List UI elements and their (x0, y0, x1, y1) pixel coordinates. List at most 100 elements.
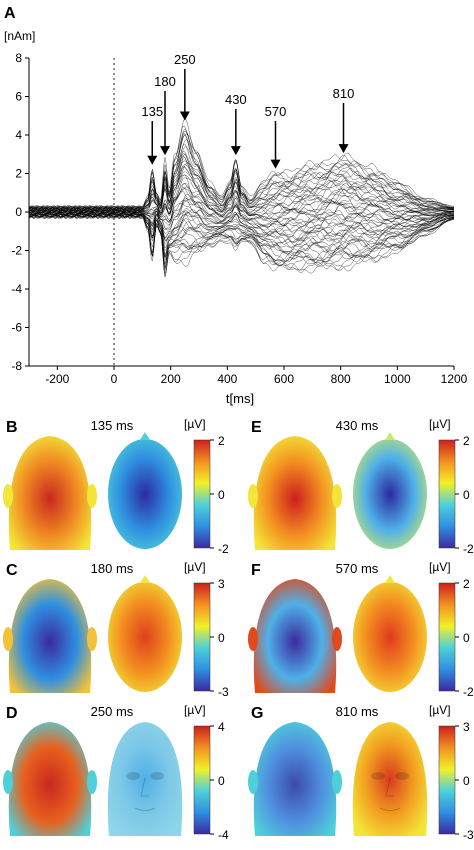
colorbar-tick-label: 0 (218, 631, 225, 645)
x-tick-label: 1200 (441, 372, 468, 386)
trace-line (29, 174, 454, 218)
colorbar-tick-label: 0 (463, 774, 470, 788)
head-top-view (353, 439, 427, 549)
topography-panel: D 250 ms [µV] 4 0 -4 (3, 703, 229, 842)
peak-arrowhead (147, 155, 158, 165)
topography-panel: G 810 ms [µV] 3 0 -3 (248, 703, 474, 842)
panel-letter: G (251, 705, 263, 722)
colorbar-tick-label: 2 (218, 434, 225, 448)
x-tick-label: 1000 (384, 372, 411, 386)
trace-line (29, 133, 454, 210)
colorbar-tick-label: -4 (218, 828, 229, 842)
head-back-view (8, 436, 92, 550)
colorbar (193, 439, 211, 549)
trace-line (29, 118, 454, 209)
ear-right (87, 484, 97, 508)
trace-line (29, 125, 454, 209)
trace-line (29, 160, 454, 211)
colorbar (193, 582, 211, 692)
peak-label: 810 (333, 86, 355, 101)
trace-line (29, 166, 454, 211)
head-back-view (253, 579, 337, 693)
panel-time-label: 570 ms (336, 561, 379, 576)
peak-arrowhead (270, 159, 281, 169)
ear-left (3, 770, 13, 794)
x-tick-label: 0 (111, 372, 118, 386)
topography-panel: C 180 ms [µV] 3 0 -3 (3, 560, 229, 699)
ear-right (332, 770, 342, 794)
ear-left (248, 627, 258, 651)
nose-icon (140, 575, 150, 583)
eye-right (395, 772, 409, 780)
head-back-view (8, 579, 92, 693)
y-tick-label: 0 (15, 205, 22, 219)
x-tick-label: 400 (217, 372, 237, 386)
colorbar-tick-label: 4 (218, 720, 225, 734)
y-tick-label: 4 (15, 128, 22, 142)
y-tick-label: -2 (11, 244, 22, 258)
panel-time-label: 430 ms (336, 418, 379, 433)
colorbar (438, 582, 456, 692)
head-top-view (108, 582, 182, 692)
head-top-view (353, 582, 427, 692)
trace-line (29, 213, 454, 258)
ear-left (3, 627, 13, 651)
head-front-view (107, 722, 183, 836)
trace-line (29, 215, 454, 274)
panel-time-label: 135 ms (91, 418, 134, 433)
head-front-view (352, 722, 428, 836)
nose-icon (385, 777, 394, 797)
peak-label: 570 (265, 104, 287, 119)
head-back-view (253, 722, 337, 836)
ear-right (87, 627, 97, 651)
eye-left (371, 772, 385, 780)
x-tick-label: 600 (274, 372, 294, 386)
colorbar (438, 439, 456, 549)
head-back-view (253, 436, 337, 550)
colorbar-unit: [µV] (184, 703, 206, 717)
y-tick-label: -4 (11, 282, 22, 296)
peak-arrowhead (230, 146, 241, 156)
colorbar-unit: [µV] (184, 417, 206, 431)
x-tick-label: 800 (331, 372, 351, 386)
peak-annotations: 135 180 250 430 570 810 (141, 52, 354, 169)
y-axis-label: [nAm] (4, 29, 35, 43)
y-tick-label: -8 (11, 359, 22, 373)
ear-left (248, 484, 258, 508)
mouth-icon (134, 807, 156, 811)
eye-left (126, 772, 140, 780)
panel-letter: D (6, 705, 18, 722)
y-tick-label: -6 (11, 321, 22, 335)
colorbar-tick-label: -3 (218, 685, 229, 699)
colorbar-unit: [µV] (429, 560, 451, 574)
panel-letter: B (6, 419, 18, 436)
peak-label: 430 (225, 92, 247, 107)
colorbar-tick-label: -2 (463, 542, 474, 556)
colorbar-unit: [µV] (429, 703, 451, 717)
y-tick-label: 6 (15, 90, 22, 104)
axes: 8 6 4 2 0 -2 -4 -6 -8 -200 0 200 400 600 800 1000 1200 (11, 51, 467, 386)
panel-time-label: 250 ms (91, 704, 134, 719)
peak-label: 180 (154, 74, 176, 89)
colorbar-unit: [µV] (429, 417, 451, 431)
colorbar-tick-label: 0 (218, 774, 225, 788)
trace-bundle (29, 118, 454, 278)
colorbar-tick-label: 3 (218, 577, 225, 591)
peak-arrowhead (160, 146, 170, 156)
head-back-view (8, 722, 92, 836)
x-tick-label: -200 (45, 372, 69, 386)
x-tick-label: 200 (161, 372, 181, 386)
trace-line (29, 128, 454, 209)
trace-line (29, 214, 454, 278)
panel-time-label: 810 ms (336, 704, 379, 719)
colorbar-unit: [µV] (184, 560, 206, 574)
colorbar-tick-label: -2 (218, 542, 229, 556)
ear-right (332, 627, 342, 651)
mouth-icon (379, 807, 401, 811)
topography-panel: B 135 ms [µV] 2 0 -2 (3, 417, 229, 556)
colorbar (438, 725, 456, 835)
trace-line (29, 215, 454, 274)
nose-icon (140, 777, 149, 797)
peak-label: 135 (141, 104, 163, 119)
